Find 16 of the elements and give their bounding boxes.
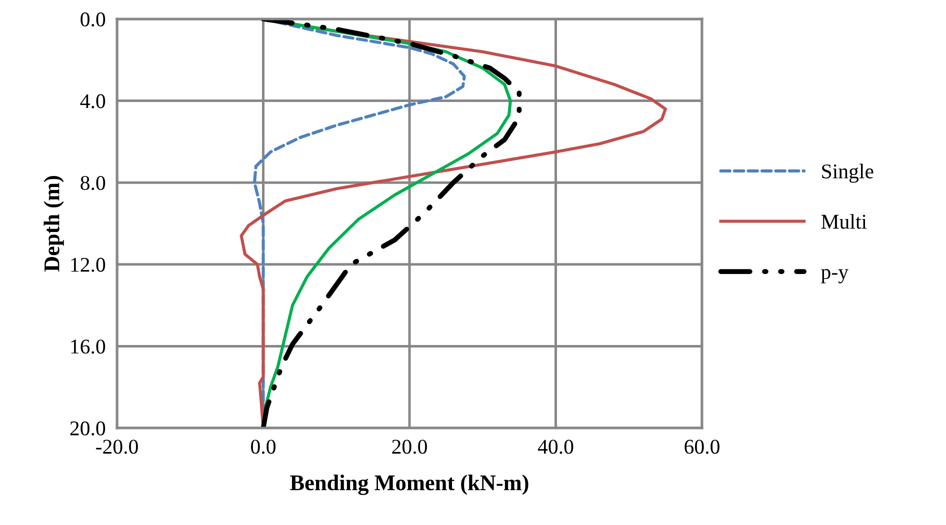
y-tick-label: 20.0	[70, 421, 106, 436]
x-tick-label: 40.0	[538, 440, 574, 454]
legend-label: p-y	[821, 269, 848, 284]
y-axis-title: Depth (m)	[44, 176, 64, 272]
x-tick-label: 60.0	[684, 440, 720, 454]
y-tick-label: 8.0	[80, 176, 106, 190]
legend-label: Multi	[821, 214, 867, 229]
x-axis-title: Bending Moment (kN-m)	[290, 474, 528, 495]
y-tick-label: 16.0	[71, 340, 106, 354]
legend-label: Single	[822, 164, 874, 183]
y-tick-label: 12.0	[71, 258, 106, 272]
x-tick-label: -20.0	[96, 440, 138, 454]
x-tick-label: 20.0	[392, 440, 427, 454]
x-tick-label: 0.0	[251, 440, 276, 454]
y-tick-label: 4.0	[80, 94, 106, 108]
y-tick-label: 0.0	[80, 12, 106, 27]
